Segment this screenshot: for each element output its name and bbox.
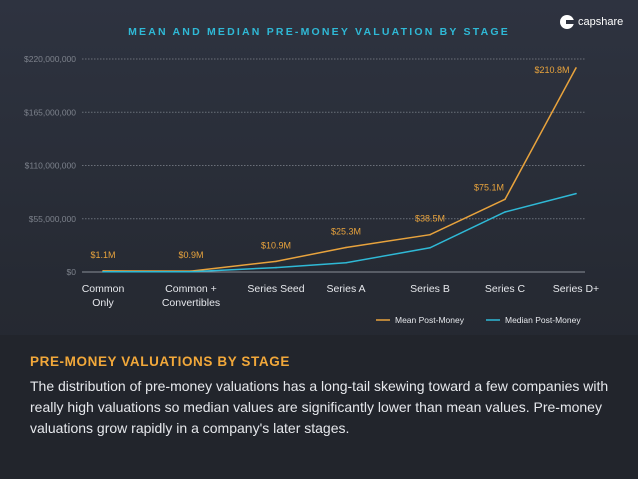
x-tick-label: Series D+ — [553, 283, 599, 295]
x-tick-label: Series B — [410, 283, 450, 295]
data-point-mean — [345, 246, 347, 249]
legend-label: Median Post-Money — [505, 315, 581, 325]
data-label: $10.9M — [261, 240, 291, 250]
description-panel: PRE-MONEY VALUATIONS BY STAGE The distri… — [0, 335, 638, 479]
data-label: $1.1M — [90, 250, 115, 260]
data-label: $38.5M — [415, 214, 445, 224]
x-tick-label: Series A — [326, 283, 365, 295]
line-chart: $0 $55,000,000 $110,000,000 $165,000,000 $22… — [24, 54, 599, 325]
x-tick-label: Series Seed — [247, 283, 304, 295]
capshare-logo-icon — [560, 15, 574, 29]
data-point-median — [275, 266, 277, 269]
y-tick-label: $165,000,000 — [24, 107, 76, 117]
y-tick-label: $0 — [67, 267, 77, 277]
x-tick-label: Common + — [165, 283, 217, 295]
section-body-text: The distribution of pre-money valuations… — [30, 378, 609, 436]
data-point-mean — [575, 67, 577, 69]
data-point-mean — [504, 198, 506, 201]
y-tick-label: $55,000,000 — [29, 214, 77, 224]
x-tick-label: Convertibles — [162, 297, 220, 309]
series-line-mean — [102, 67, 577, 272]
legend-label: Mean Post-Money — [395, 315, 465, 325]
section-heading: PRE-MONEY VALUATIONS BY STAGE — [30, 354, 290, 369]
data-point-median — [345, 262, 347, 264]
data-point-median — [504, 211, 506, 213]
brand-logo: capshare — [560, 15, 623, 29]
data-point-median — [102, 271, 104, 273]
chart-panel: MEAN AND MEDIAN PRE-MONEY VALUATION BY S… — [24, 15, 623, 325]
data-point-mean — [275, 260, 277, 263]
data-label: $75.1M — [474, 182, 504, 192]
y-tick-label: $110,000,000 — [25, 161, 77, 171]
data-point-median — [575, 192, 577, 195]
chart-title: MEAN AND MEDIAN PRE-MONEY VALUATION BY S… — [128, 26, 510, 38]
data-label: $25.3M — [331, 227, 361, 237]
x-tick-label: Series C — [485, 283, 526, 295]
data-point-mean — [429, 233, 431, 236]
data-point-median — [429, 247, 431, 249]
data-point-median — [190, 270, 192, 273]
x-tick-label: Common — [82, 283, 125, 295]
brand-name: capshare — [578, 16, 624, 28]
data-label: $0.9M — [178, 250, 203, 260]
data-label: $210.8M — [534, 65, 569, 75]
y-tick-label: $220,000,000 — [24, 54, 76, 64]
x-tick-label: Only — [92, 297, 114, 309]
